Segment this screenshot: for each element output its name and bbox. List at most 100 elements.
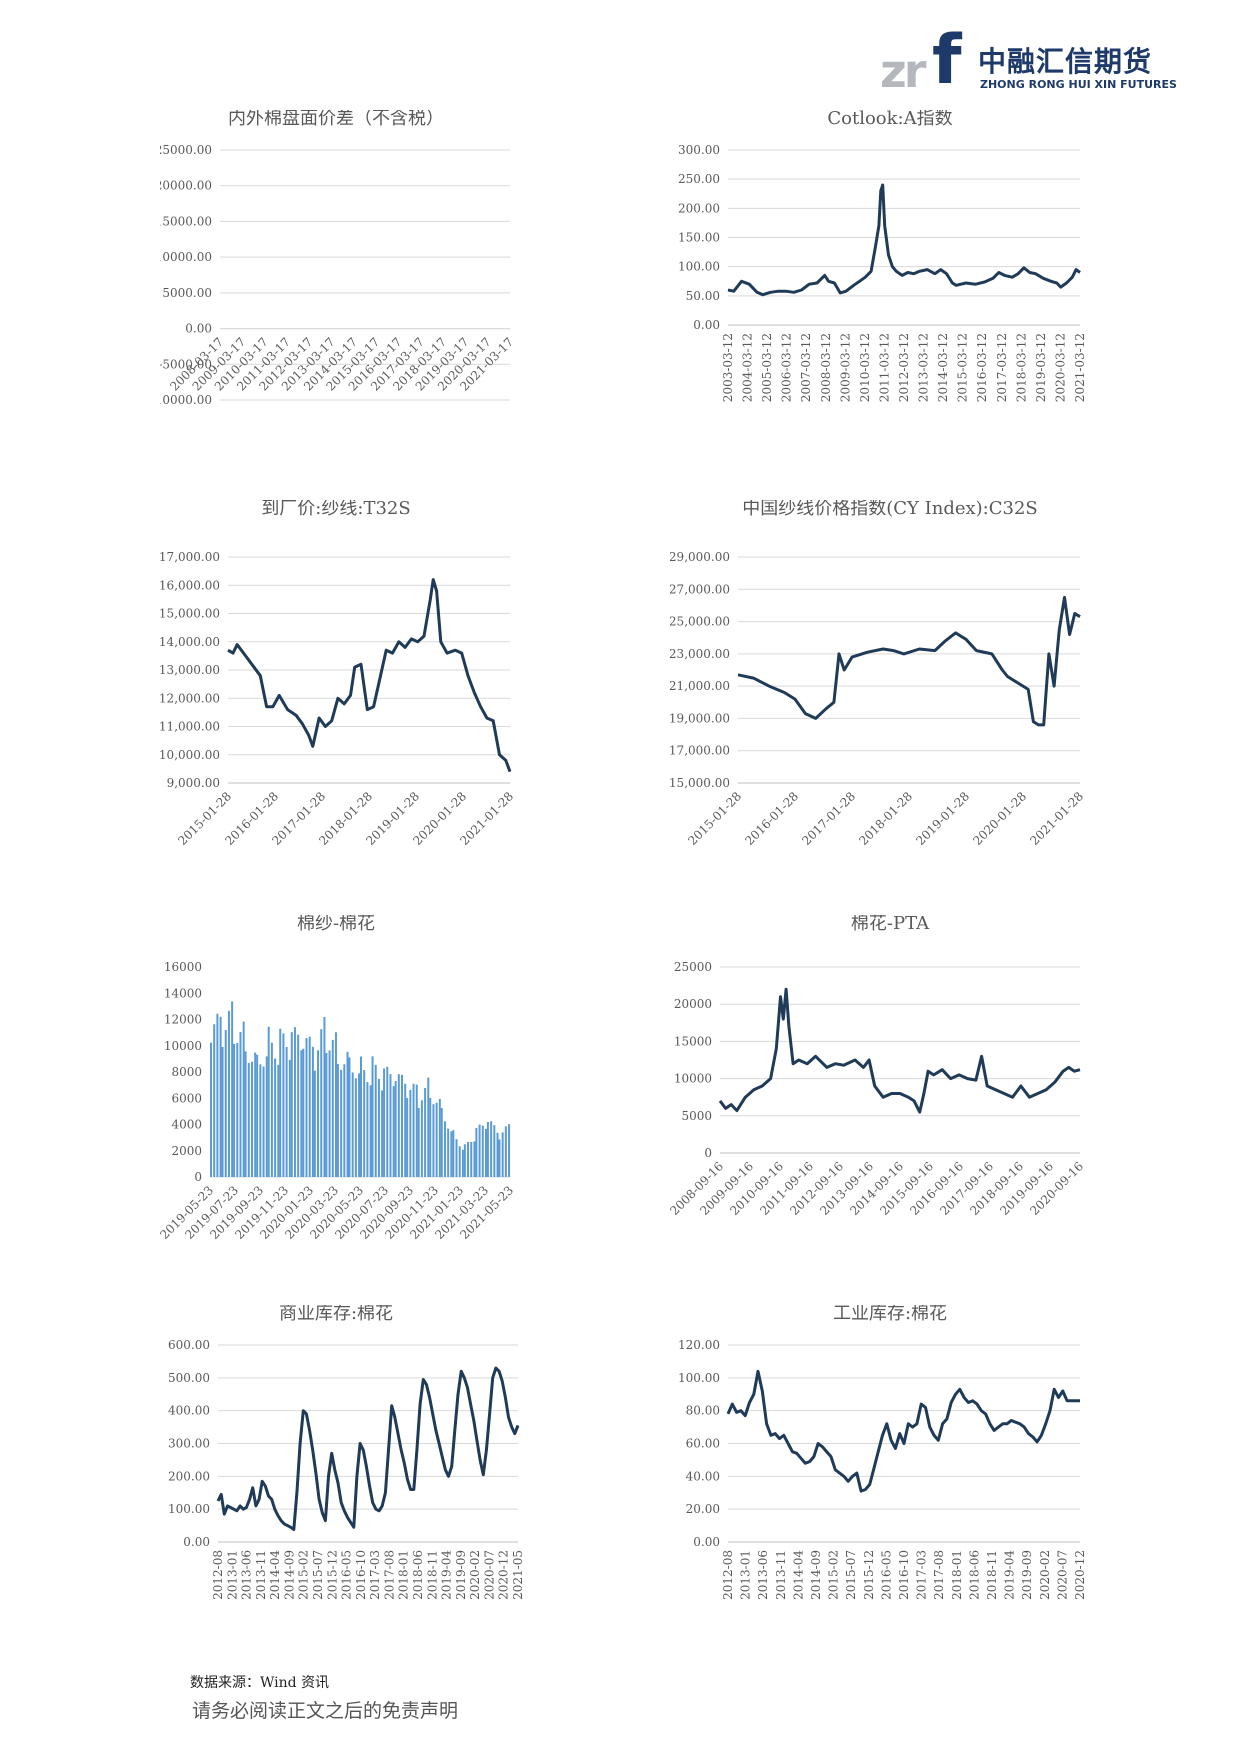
x-tick-label: 2018-01-28: [856, 789, 915, 848]
y-tick-label: 10000: [164, 1039, 202, 1053]
x-tick-label: 2013-11: [254, 1550, 268, 1600]
x-tick-label: 2004-03-12: [741, 333, 755, 402]
y-tick-label: 500.00: [168, 1371, 210, 1385]
x-tick-label: 2013-01: [739, 1550, 753, 1600]
chart-spread-domestic-foreign-cotton: 内外棉盘面价差（不含税） -10000.00 -5000.00 0.00 5000.00…: [160, 110, 590, 460]
x-tick-label: 2020-07: [482, 1550, 496, 1600]
bar: [438, 1098, 441, 1177]
bar: [311, 1046, 314, 1177]
bar: [242, 1021, 245, 1177]
bar: [435, 1102, 438, 1177]
x-tick-label: 2021-01-28: [1027, 789, 1086, 848]
x-tick-label: 2003-03-12: [721, 333, 735, 402]
x-tick-label: 2013-11: [774, 1550, 788, 1600]
x-tick-label: 2017-01-28: [799, 789, 858, 848]
bar: [374, 1064, 377, 1177]
x-tick-label: 2013-03-12: [917, 333, 931, 402]
bar: [501, 1132, 504, 1177]
y-tick-label: 15000: [674, 1034, 712, 1048]
bar: [412, 1083, 415, 1177]
bar: [417, 1107, 420, 1177]
bar: [293, 1027, 296, 1177]
bar: [259, 1064, 262, 1177]
x-tick-label: 2019-01-28: [913, 789, 972, 848]
bar: [443, 1121, 446, 1177]
x-tick-label: 2008-03-12: [819, 333, 833, 402]
bar: [473, 1141, 476, 1177]
bar: [461, 1149, 464, 1177]
bar: [371, 1056, 374, 1177]
bar: [343, 1064, 346, 1177]
bar: [490, 1121, 493, 1177]
x-tick-label: 2014-09: [809, 1550, 823, 1600]
y-tick-label: 0.00: [693, 318, 720, 332]
logo-mark-f: f: [932, 21, 962, 100]
x-tick-label: 2005-03-12: [760, 333, 774, 402]
bar: [308, 1036, 311, 1177]
series-line: [727, 183, 1081, 297]
y-tick-label: 250.00: [678, 172, 720, 186]
x-tick-label: 2018-11: [425, 1550, 439, 1600]
bar: [397, 1074, 400, 1177]
bar: [265, 1056, 268, 1177]
y-tick-label: 14000: [164, 986, 202, 1000]
bar: [279, 1028, 282, 1177]
bar: [282, 1033, 285, 1177]
x-tick-label: 2016-01-28: [742, 789, 801, 848]
series-line: [216, 1366, 520, 1531]
bar: [486, 1121, 489, 1177]
y-tick-label: 16,000.00: [160, 578, 220, 592]
x-tick-label: 2021-05: [511, 1550, 525, 1600]
y-tick-label: 15,000.00: [670, 776, 730, 790]
bar: [251, 1061, 254, 1177]
bar: [360, 1056, 362, 1177]
bar: [394, 1081, 397, 1177]
bar: [358, 1073, 361, 1177]
bar: [498, 1139, 501, 1177]
x-tick-label: 2015-07: [311, 1550, 325, 1600]
bar: [323, 1016, 326, 1177]
x-tick-label: 2020-01-28: [970, 789, 1029, 848]
bar: [447, 1128, 450, 1177]
bar: [478, 1124, 481, 1177]
y-tick-label: 11,000.00: [160, 720, 220, 734]
x-tick-label: 2012-03-12: [897, 333, 911, 402]
y-tick-label: 60.00: [686, 1437, 720, 1451]
y-tick-label: 0.00: [185, 322, 212, 336]
x-tick-label: 2016-05: [340, 1550, 354, 1600]
y-tick-label: 2000: [171, 1144, 202, 1158]
x-tick-label: 2017-08: [932, 1550, 946, 1600]
x-tick-label: 2020-02: [468, 1550, 482, 1600]
y-tick-label: 80.00: [686, 1404, 720, 1418]
x-tick-label: 2015-12: [325, 1550, 339, 1600]
bar: [277, 1064, 280, 1177]
y-tick-label: 25,000.00: [670, 615, 730, 629]
x-tick-label: 2015-12: [862, 1550, 876, 1600]
bar: [351, 1072, 354, 1177]
bar: [363, 1070, 366, 1177]
bar: [420, 1100, 423, 1177]
chart-title: 工业库存:棉花: [833, 1305, 947, 1324]
bar: [377, 1078, 380, 1177]
bar: [221, 1046, 224, 1177]
x-tick-label: 2019-03-12: [1034, 333, 1048, 402]
x-tick-label: 2020-03-12: [1053, 333, 1067, 402]
chart-title: 内外棉盘面价差（不含税）: [228, 110, 444, 129]
x-tick-label: 2012-08: [211, 1550, 225, 1600]
bar: [481, 1125, 484, 1177]
bar: [366, 1082, 369, 1177]
x-tick-label: 2021-03-12: [1073, 333, 1087, 402]
chart-t32s-yarn-price: 到厂价:纱线:T32S 9,000.00 10,000.00 11,000.00 12,…: [160, 500, 590, 850]
x-tick-label: 2013-01: [225, 1550, 239, 1600]
bar: [450, 1131, 453, 1177]
x-tick-label: 2014-04: [791, 1550, 805, 1600]
chart-title: 棉纱-棉花: [297, 915, 375, 934]
x-tick-label: 2006-03-12: [780, 333, 794, 402]
bar: [452, 1130, 455, 1177]
y-tick-label: 200.00: [678, 201, 720, 215]
y-tick-label: 17,000.00: [160, 550, 220, 564]
bar: [325, 1052, 328, 1177]
chart-commercial-cotton-inventory: 商业库存:棉花 0.00 100.00 200.00 300.00 400.00 500.0…: [160, 1305, 590, 1660]
bar: [336, 1063, 339, 1177]
logo-mark-zr: zr: [880, 44, 927, 98]
